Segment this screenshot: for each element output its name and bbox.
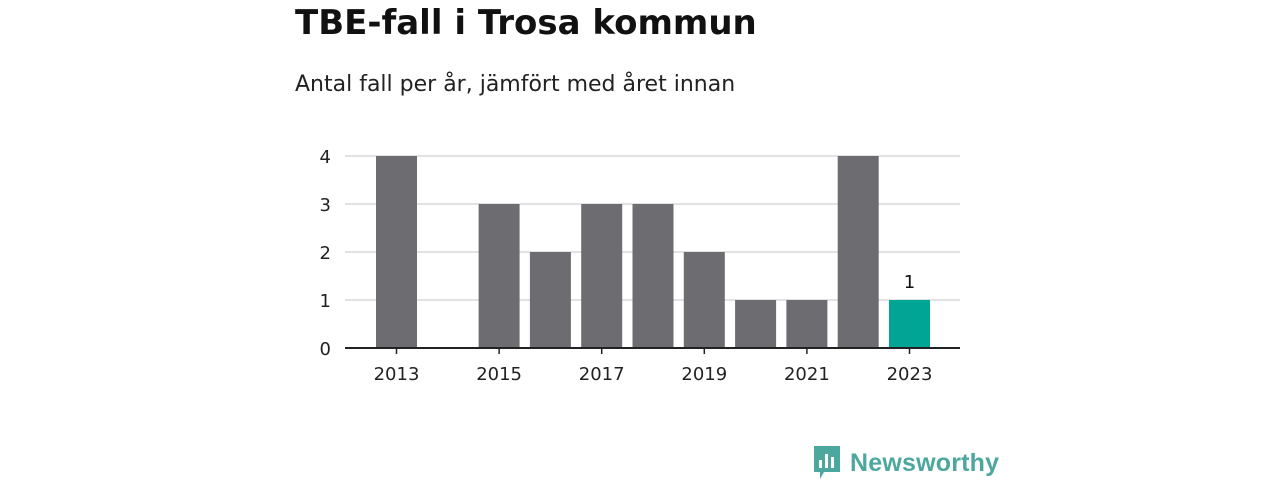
- bar-2019: [683, 252, 725, 348]
- newsworthy-logo: Newsworthy: [814, 446, 999, 480]
- bar-2015: [478, 204, 520, 348]
- bar-2021: [786, 300, 828, 348]
- x-tick-label: 2023: [887, 364, 933, 385]
- y-tick-label: 0: [320, 339, 331, 360]
- bar-2018: [632, 204, 674, 348]
- y-tick-label: 3: [320, 195, 331, 216]
- data-label-2023: 1: [904, 272, 915, 293]
- bar-2016: [529, 252, 571, 348]
- x-tick-label: 2013: [374, 364, 420, 385]
- y-tick-label: 4: [320, 147, 331, 168]
- newsworthy-logo-icon: [814, 446, 840, 479]
- bar-2013: [376, 156, 417, 348]
- bar-2020: [735, 300, 777, 348]
- x-tick-label: 2015: [476, 364, 522, 385]
- x-tick-label: 2019: [681, 364, 727, 385]
- bar-2017: [581, 204, 623, 348]
- chart-title: TBE-fall i Trosa kommun: [295, 3, 757, 43]
- chart-subtitle: Antal fall per år, jämfört med året inna…: [295, 72, 736, 97]
- y-tick-label: 2: [320, 243, 331, 264]
- x-tick-label: 2017: [579, 364, 625, 385]
- bar-2023: [889, 300, 930, 348]
- bar-2022: [837, 156, 879, 348]
- y-tick-label: 1: [320, 291, 331, 312]
- brand-name: Newsworthy: [850, 448, 1000, 477]
- x-tick-label: 2021: [784, 364, 830, 385]
